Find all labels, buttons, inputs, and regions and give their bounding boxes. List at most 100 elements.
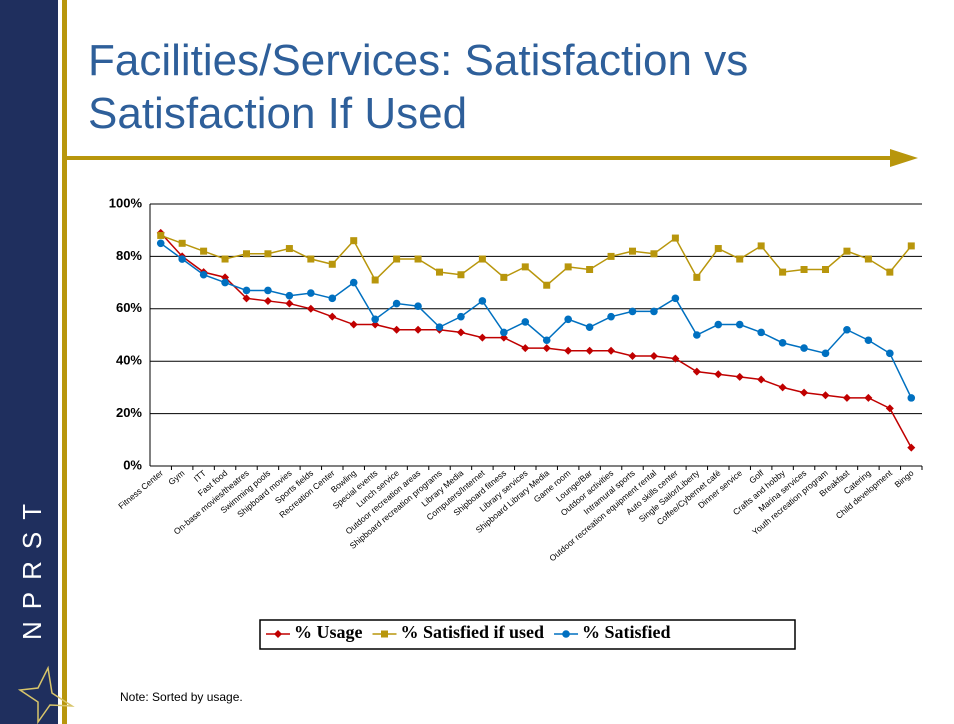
title-arrow [890,149,918,167]
note: Note: Sorted by usage. [120,690,243,704]
point [371,320,380,329]
point [607,346,616,355]
point [757,375,766,384]
point [285,299,294,308]
point [586,266,594,273]
point [907,443,916,452]
point [500,328,508,337]
point [264,250,272,258]
legend-label: % Usage [294,622,363,642]
point [500,273,508,281]
point [392,325,401,334]
point [478,255,486,263]
chart-title: Satisfaction If Used [88,89,467,138]
point [778,383,787,392]
point [714,245,722,253]
point [757,242,765,250]
side-bar [0,0,58,724]
point [414,325,423,334]
point [435,323,444,331]
point [693,273,701,281]
point [585,346,594,355]
point [285,245,293,253]
point [221,278,229,287]
point [800,388,809,397]
point [350,237,358,245]
point [864,255,872,263]
point [628,307,637,316]
point [907,242,915,250]
point [371,315,379,324]
point [542,344,551,353]
point [178,239,186,247]
point [392,299,401,308]
point [221,255,229,263]
point [221,273,230,282]
point [822,266,829,273]
point [607,252,615,260]
point [349,320,358,329]
point [821,349,830,358]
point [693,331,701,339]
series-line [160,242,912,399]
point [735,320,744,329]
point [457,271,465,279]
point [629,247,636,255]
point [650,250,658,258]
point [414,255,422,263]
point [564,346,573,355]
point [843,325,851,334]
side-rule [62,0,67,724]
point [156,239,165,248]
point [414,302,422,310]
point [649,351,658,360]
point [436,268,443,276]
point [521,263,529,271]
point [199,270,208,279]
point [371,276,379,284]
series-line [160,232,912,449]
y-tick-label: 100% [109,195,143,210]
point [714,370,723,379]
point [778,339,787,347]
point [607,312,615,321]
point [843,247,851,255]
point [692,367,701,376]
side-label: NPRST [17,492,47,640]
point [499,333,508,342]
series-line [160,234,912,287]
point [736,255,744,263]
legend-box [259,619,796,650]
y-tick-label: 20% [116,405,142,420]
point [564,263,572,271]
point [456,328,465,337]
legend-marker [562,630,570,638]
x-tick-label: Bingo [892,468,915,490]
point [349,278,358,287]
point [200,247,208,255]
point [628,351,637,360]
point [328,260,336,268]
legend-label: % Satisfied if used [401,622,545,642]
y-tick-label: 0% [123,457,142,472]
point [306,304,315,313]
point [800,344,808,352]
point [886,268,894,276]
point [457,312,465,321]
point [285,291,294,300]
point [800,266,808,273]
point [478,333,487,342]
point [393,255,401,263]
point [757,328,765,337]
point [735,372,744,381]
point [263,296,272,305]
point [521,318,530,326]
point [521,344,530,353]
point [864,336,873,345]
point [157,231,165,239]
point [264,286,272,295]
point [671,354,680,363]
y-tick-label: 80% [116,248,142,263]
point [907,394,916,402]
